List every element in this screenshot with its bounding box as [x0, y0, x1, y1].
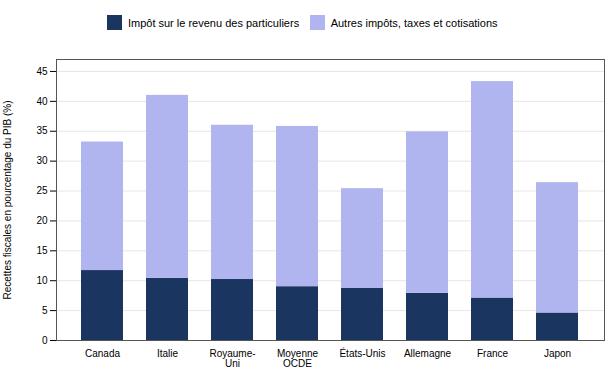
svg-text:France: France: [477, 347, 509, 358]
svg-text:Canada: Canada: [85, 347, 120, 358]
svg-text:35: 35: [36, 125, 48, 136]
svg-text:Allemagne: Allemagne: [404, 347, 452, 358]
svg-text:15: 15: [36, 245, 48, 256]
svg-text:5: 5: [42, 304, 48, 315]
svg-text:Recettes fiscales en pourcenta: Recettes fiscales en pourcentage du PIB …: [2, 100, 13, 299]
svg-text:Japon: Japon: [544, 347, 571, 358]
svg-text:10: 10: [36, 274, 48, 285]
svg-text:25: 25: [36, 185, 48, 196]
svg-text:40: 40: [36, 95, 48, 106]
svg-text:20: 20: [36, 215, 48, 226]
svg-text:0: 0: [42, 334, 48, 345]
svg-text:États-Unis: États-Unis: [339, 346, 385, 358]
svg-text:Royaume-Uni: Royaume-Uni: [209, 347, 255, 368]
html-text:Autres impôts, taxes et cotisa: Autres impôts, taxes et cotisations: [330, 16, 498, 29]
svg-text:45: 45: [36, 65, 48, 76]
html-text:Impôt sur le revenu des partic: Impôt sur le revenu des particuliers: [127, 16, 300, 29]
svg-text:30: 30: [36, 155, 48, 166]
svg-text:Italie: Italie: [157, 347, 179, 358]
svg-text:MoyenneOCDE: MoyenneOCDE: [277, 347, 319, 368]
